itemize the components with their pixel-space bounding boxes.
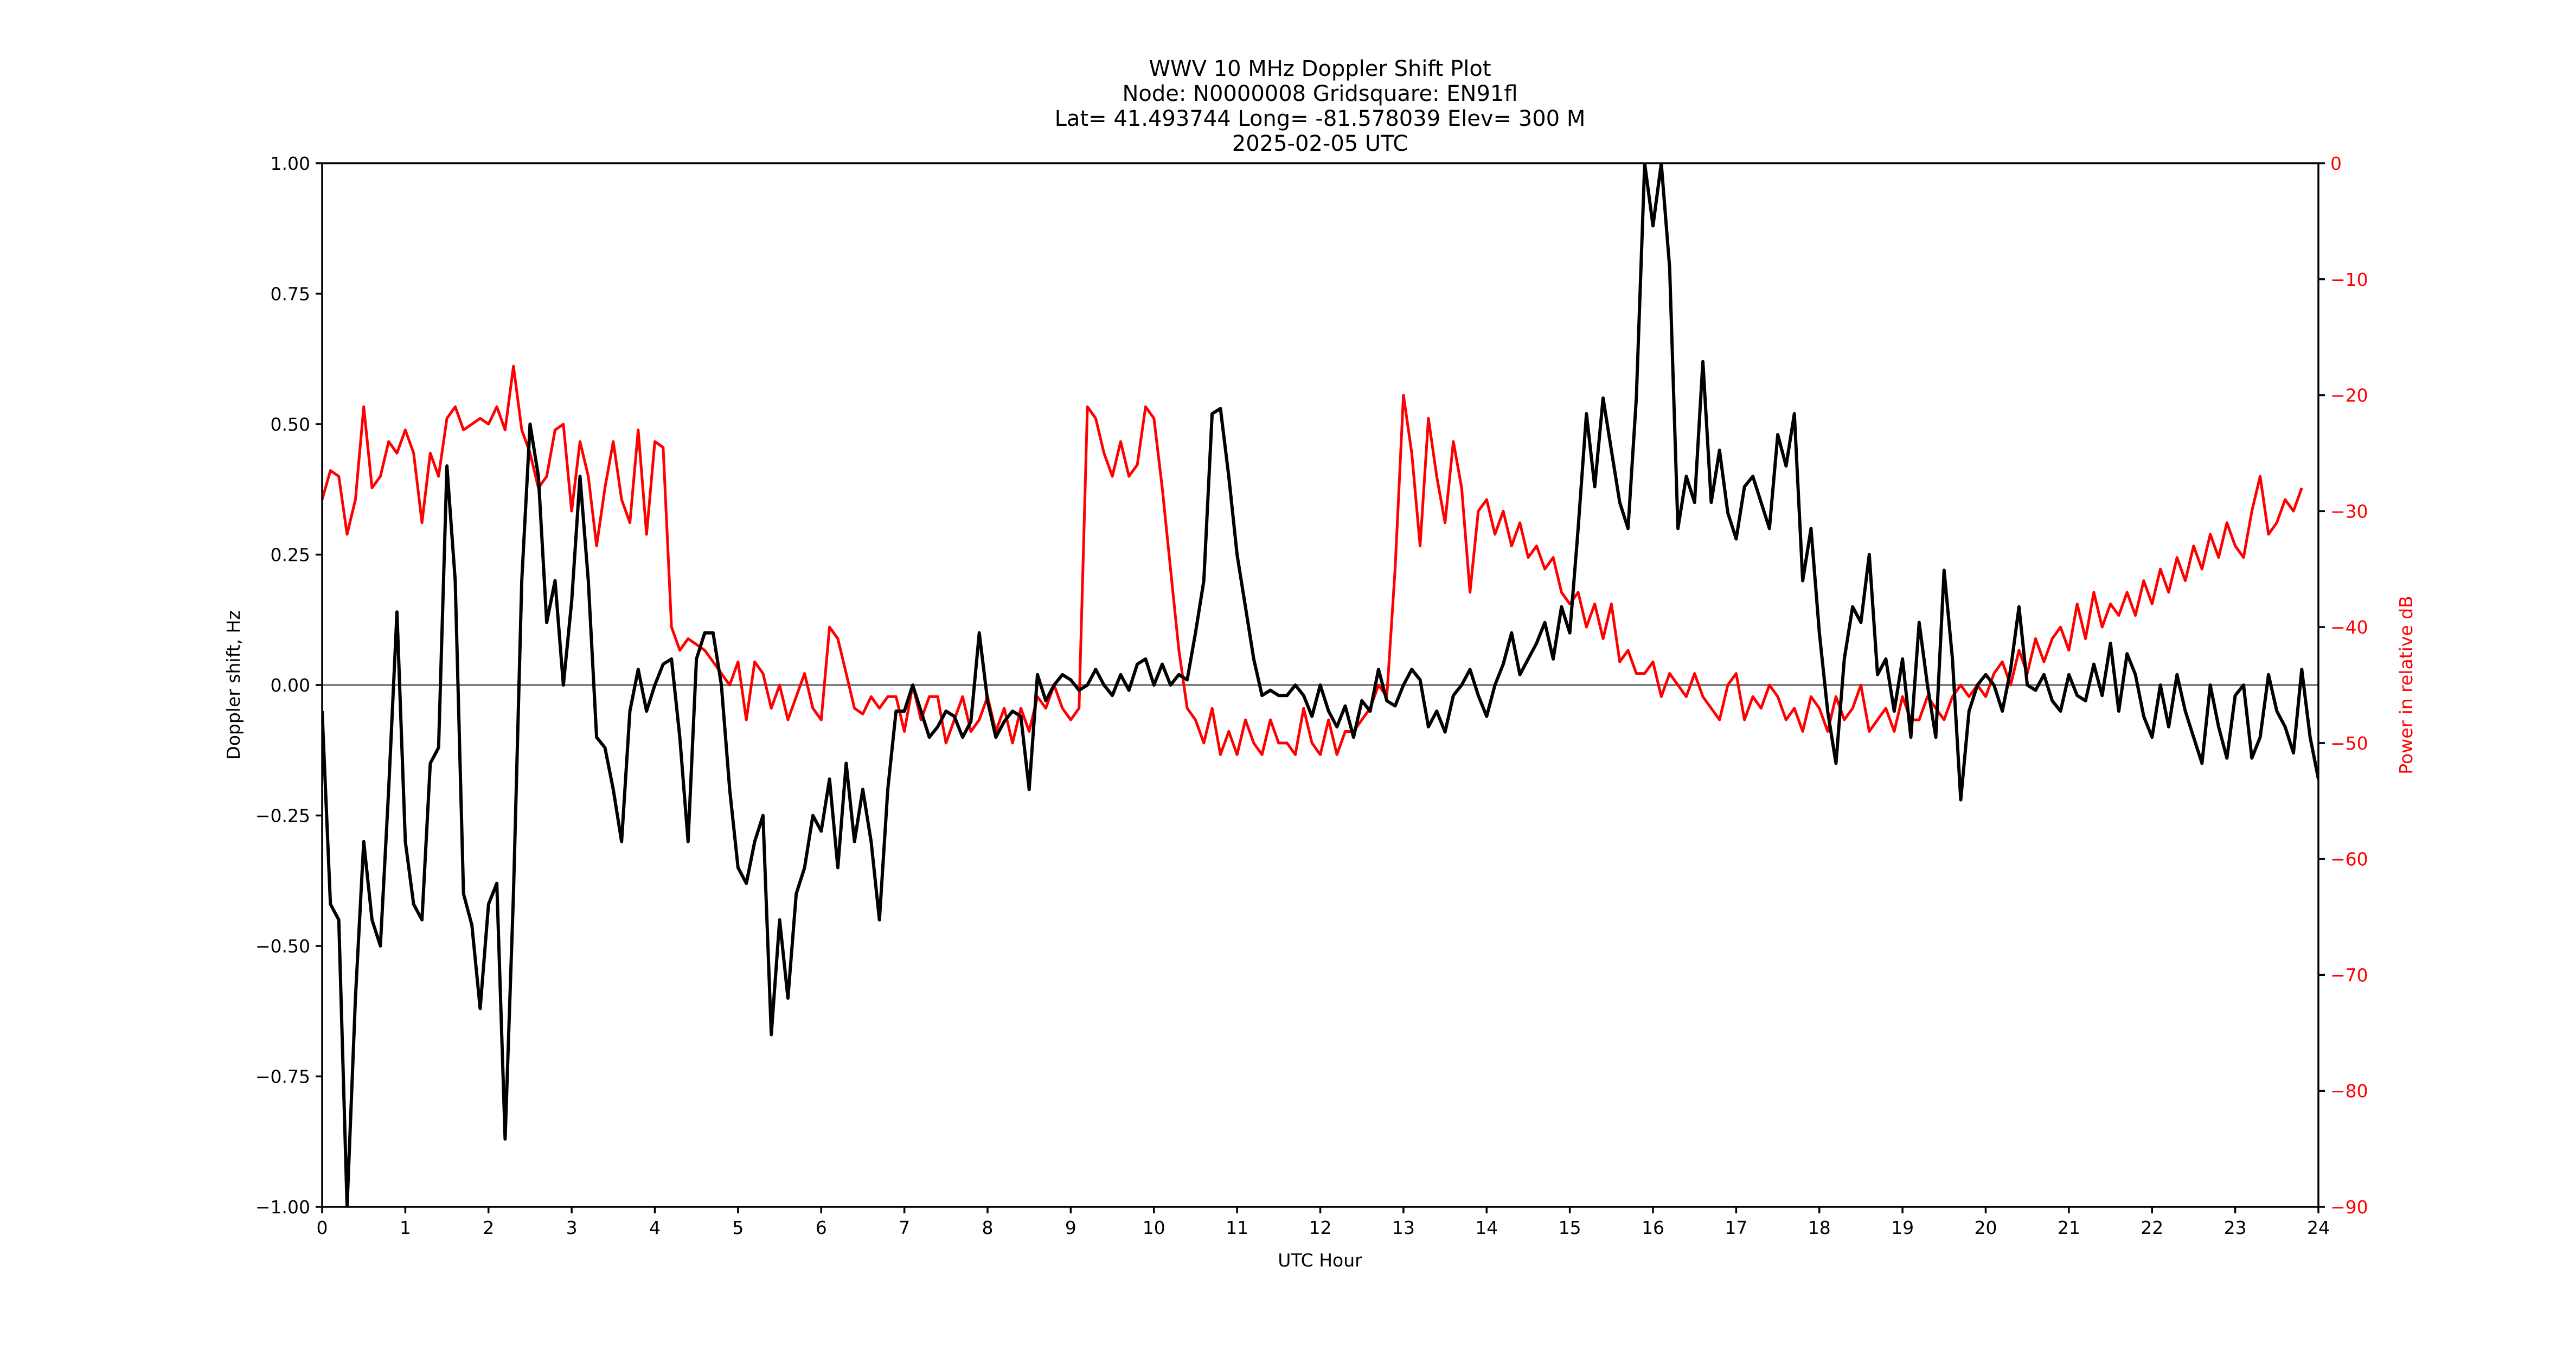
x-axis-label: UTC Hour [1278,1250,1362,1271]
y2-tick-label: 0 [2330,153,2342,174]
chart-title: WWV 10 MHz Doppler Shift Plot Node: N000… [1055,56,1586,156]
y-tick-label: 0.75 [271,284,310,305]
title-line-2: Node: N0000008 Gridsquare: EN91fl [1122,81,1517,106]
x-tick-label: 7 [899,1217,910,1238]
x-tick-label: 5 [732,1217,744,1238]
x-tick-label: 17 [1725,1217,1747,1238]
x-tick-label: 14 [1475,1217,1498,1238]
y2-tick-label: −20 [2330,385,2368,406]
x-tick-label: 19 [1891,1217,1914,1238]
x-tick-label: 10 [1143,1217,1165,1238]
x-tick-label: 9 [1065,1217,1076,1238]
x-tick-label: 6 [816,1217,827,1238]
x-tick-label: 16 [1642,1217,1664,1238]
x-tick-label: 0 [317,1217,328,1238]
y2-tick-label: −50 [2330,733,2368,754]
y2-tick-label: −10 [2330,269,2368,290]
y-tick-label: 0.00 [271,675,310,696]
title-line-4: 2025-02-05 UTC [1232,131,1408,156]
x-tick-label: 21 [2058,1217,2080,1238]
x-tick-label: 1 [400,1217,411,1238]
title-line-1: WWV 10 MHz Doppler Shift Plot [1149,56,1491,81]
y2-tick-label: −70 [2330,964,2368,986]
y-tick-label: 1.00 [271,153,310,174]
x-tick-label: 22 [2141,1217,2163,1238]
y-tick-label: −0.25 [255,805,310,827]
y2-tick-label: −80 [2330,1080,2368,1102]
x-tick-label: 18 [1808,1217,1831,1238]
y-tick-label: −1.00 [255,1197,310,1218]
y-tick-label: 0.25 [271,545,310,566]
x-tick-label: 12 [1309,1217,1332,1238]
x-tick-label: 11 [1226,1217,1248,1238]
y2-tick-label: −90 [2330,1197,2368,1218]
power-series-line [322,364,2303,756]
x-tick-label: 24 [2307,1217,2330,1238]
x-tick-label: 3 [566,1217,578,1238]
left-y-axis: 1.00 0.75 0.50 0.25 0.00 −0.25 −0.50 −0.75 −1.00 [255,153,322,1218]
right-y-axis: 0 −10 −20 −30 −40 −50 −60 −70 −80 −90 [2318,153,2368,1218]
x-axis: 0 1 2 3 4 5 6 7 8 9 10 11 12 13 14 15 16 17 18 19 20 21 22 23 24 [317,1207,2330,1238]
x-tick-label: 23 [2224,1217,2247,1238]
doppler-series-line [322,163,2318,1207]
left-y-axis-label: Doppler shift, Hz [223,610,244,759]
y-tick-label: −0.50 [255,936,310,957]
right-y-axis-label: Power in relative dB [2395,596,2417,774]
x-tick-label: 13 [1392,1217,1415,1238]
x-tick-label: 8 [982,1217,994,1238]
x-tick-label: 4 [649,1217,661,1238]
y-tick-label: −0.75 [255,1066,310,1088]
title-line-3: Lat= 41.493744 Long= -81.578039 Elev= 30… [1055,106,1586,131]
x-tick-label: 15 [1559,1217,1581,1238]
y2-tick-label: −60 [2330,849,2368,870]
y2-tick-label: −30 [2330,501,2368,522]
x-tick-label: 20 [1975,1217,1997,1238]
y-tick-label: 0.50 [271,414,310,435]
y2-tick-label: −40 [2330,617,2368,638]
x-tick-label: 2 [483,1217,494,1238]
